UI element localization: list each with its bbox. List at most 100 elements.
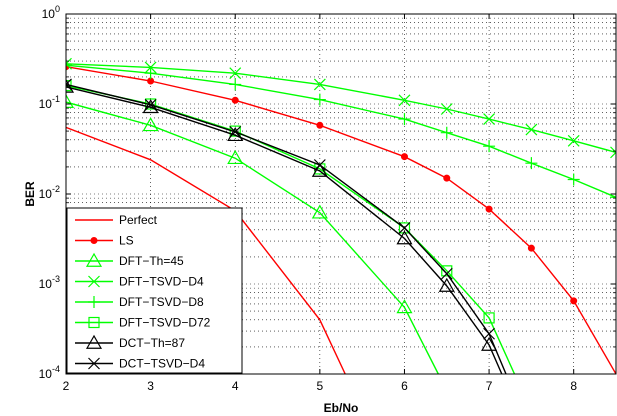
legend-box [66, 207, 243, 374]
data-point [313, 78, 326, 91]
legend: Perfect LS DFT−Th=45 DFT−TSVD−D4 DFT−TSVD−D8… [66, 207, 243, 374]
data-point [66, 57, 72, 70]
data-point [525, 157, 538, 170]
legend-label: DFT−TSVD−D4 [119, 275, 204, 289]
series-6 [66, 80, 516, 374]
series-line [66, 83, 507, 374]
data-point [570, 297, 578, 305]
data-point [313, 159, 326, 171]
legend-label: Perfect [119, 213, 158, 227]
x-tick-label: 3 [147, 379, 154, 393]
y-tick-label: 100 [42, 4, 60, 21]
data-point [229, 67, 242, 80]
data-point [483, 140, 496, 153]
legend-label: DFT−TSVD−D8 [119, 295, 204, 309]
legend-marker [90, 237, 98, 244]
series-4 [66, 57, 616, 159]
y-tick-label: 10-4 [39, 364, 60, 381]
data-point [481, 336, 498, 351]
legend-item: DFT−TSVD−D4 [75, 275, 204, 289]
y-tick-label: 10-2 [39, 184, 60, 201]
data-point [440, 103, 453, 115]
data-point [66, 59, 72, 72]
series-line [66, 63, 616, 154]
data-point [231, 96, 239, 104]
data-point [610, 146, 616, 159]
legend-marker [85, 252, 103, 267]
legend-label: DCT−Th=87 [119, 336, 185, 350]
data-point [483, 327, 496, 340]
data-point [400, 153, 408, 161]
series-5 [66, 59, 616, 204]
legend-item: DCT−TSVD−D4 [75, 357, 205, 371]
data-point [438, 277, 455, 292]
data-point [440, 126, 453, 139]
y-tick-label: 10-1 [39, 94, 60, 111]
data-point [567, 134, 580, 147]
data-point [144, 98, 157, 111]
data-point [142, 117, 159, 132]
series-8 [66, 78, 507, 374]
series-line [66, 66, 616, 374]
x-tick-label: 2 [63, 379, 70, 393]
series-line [66, 101, 439, 374]
data-point [398, 94, 411, 107]
legend-item: DCT−Th=87 [75, 334, 185, 350]
legend-marker [88, 296, 100, 308]
data-point [66, 78, 75, 93]
legend-item: DFT−TSVD−D8 [75, 295, 204, 309]
data-point [398, 113, 411, 126]
data-point [398, 221, 411, 234]
series-line [66, 64, 616, 198]
data-point [316, 121, 324, 129]
series-line [66, 86, 503, 374]
data-point [229, 78, 242, 91]
x-tick-label: 7 [486, 379, 493, 393]
x-tick-label: 6 [401, 379, 408, 393]
legend-item: Perfect [75, 213, 158, 227]
data-point [396, 299, 413, 314]
data-point [440, 267, 453, 280]
data-point [567, 173, 580, 186]
data-point [229, 125, 242, 138]
x-tick-label: 8 [570, 379, 577, 393]
data-point [527, 244, 535, 252]
data-point [311, 162, 328, 177]
legend-label: DFT−Th=45 [119, 254, 184, 268]
legend-marker [88, 275, 100, 288]
legend-item: DFT−Th=45 [75, 252, 184, 268]
legend-label: DFT−TSVD−D72 [119, 316, 211, 330]
y-axis-label: BER [23, 181, 37, 207]
series-3 [66, 93, 439, 374]
series-2 [66, 63, 616, 374]
data-point [313, 93, 326, 106]
legend-label: DCT−TSVD−D4 [119, 357, 205, 371]
x-tick-label: 5 [317, 379, 324, 393]
data-point [398, 222, 411, 234]
x-axis-label: Eb/No [324, 401, 359, 415]
data-point [396, 230, 413, 245]
data-point [66, 93, 75, 108]
data-point [483, 113, 496, 125]
series-layer [66, 57, 616, 374]
data-point [227, 127, 244, 142]
data-point [485, 205, 493, 213]
data-point [441, 265, 453, 277]
data-point [610, 191, 616, 204]
legend-marker [88, 357, 100, 370]
legend-item: DFT−TSVD−D72 [75, 316, 211, 330]
data-point [66, 78, 72, 91]
legend-marker [88, 316, 100, 329]
data-point [525, 123, 538, 136]
data-point [227, 149, 244, 165]
data-point [229, 125, 241, 137]
legend-item: LS [75, 234, 134, 248]
axes-ticks: 2 3 4 5 6 7 8 100 10-1 10-2 10-3 10-4 [39, 4, 616, 393]
legend-label: LS [119, 234, 134, 248]
legend-marker [85, 334, 103, 349]
y-tick-label: 10-3 [39, 274, 60, 291]
data-point [311, 204, 328, 219]
series-line [66, 84, 516, 374]
data-point [443, 174, 451, 182]
